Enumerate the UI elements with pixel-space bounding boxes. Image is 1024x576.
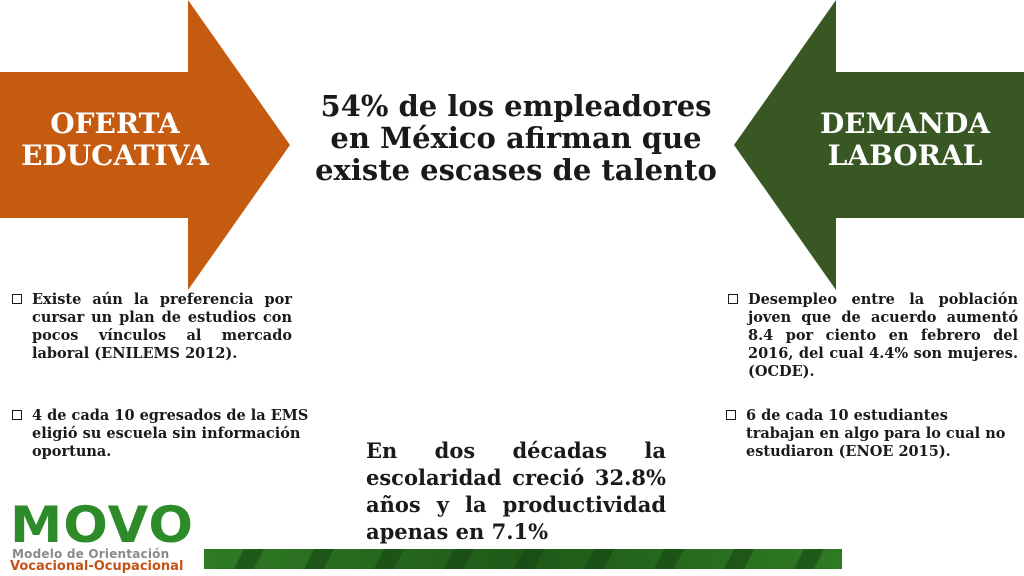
left-bullet-1: Existe aún la preferencia por cursar un … bbox=[12, 291, 292, 363]
logo-word: MOVO bbox=[10, 496, 195, 554]
demanda-laboral-arrow bbox=[734, 0, 1024, 290]
demanda-laboral-label: DEMANDA LABORAL bbox=[820, 107, 990, 172]
logo-line-1: Modelo de Orientación bbox=[12, 547, 170, 561]
left-bullet-2: 4 de cada 10 egresados de la EMS eligió … bbox=[12, 407, 322, 461]
movo-logo: MOVO Modelo de Orientación Vocacional-Oc… bbox=[10, 500, 200, 574]
oferta-educativa-label: OFERTA EDUCATIVA bbox=[21, 107, 209, 172]
right-bullet-1-text: Desempleo entre la población joven que d… bbox=[748, 291, 1018, 380]
square-bullet-icon bbox=[728, 294, 738, 304]
square-bullet-icon bbox=[12, 294, 22, 304]
center-paragraph: En dos décadas la escolaridad creció 32.… bbox=[366, 438, 666, 544]
right-bullet-2-text: 6 de cada 10 estudiantes trabajan en alg… bbox=[746, 407, 1006, 460]
oferta-educativa-arrow bbox=[0, 0, 290, 290]
decorative-stripe bbox=[204, 549, 842, 569]
square-bullet-icon bbox=[726, 410, 736, 420]
logo-line-2: Vocacional-Ocupacional bbox=[10, 559, 184, 574]
right-bullet-2: 6 de cada 10 estudiantes trabajan en alg… bbox=[726, 407, 1014, 461]
headline: 54% de los empleadores en México afirman… bbox=[315, 89, 717, 187]
square-bullet-icon bbox=[12, 410, 22, 420]
left-bullet-1-text: Existe aún la preferencia por cursar un … bbox=[32, 291, 292, 362]
right-bullet-1: Desempleo entre la población joven que d… bbox=[728, 291, 1018, 381]
left-bullet-2-text: 4 de cada 10 egresados de la EMS eligió … bbox=[32, 407, 309, 460]
